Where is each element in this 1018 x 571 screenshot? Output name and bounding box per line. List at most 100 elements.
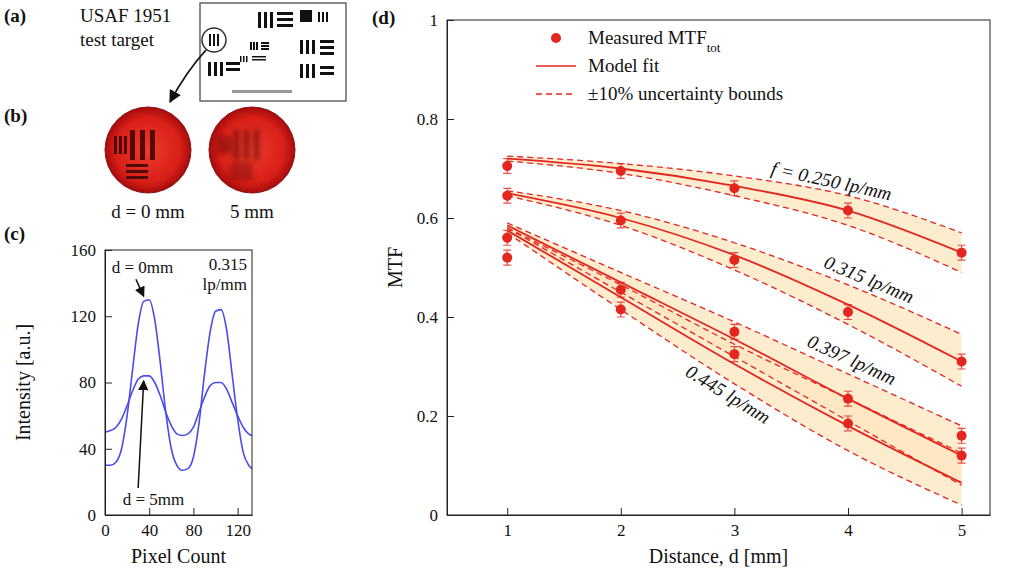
tick-label: 0 [88, 506, 97, 525]
target-bar [320, 72, 334, 75]
tick-mark [105, 449, 112, 450]
target-bar [300, 40, 303, 54]
text-line: 0.315 [209, 255, 247, 274]
target-bar [300, 10, 312, 22]
tick-mark [447, 416, 454, 417]
target-bar [253, 42, 255, 50]
test-target [200, 3, 346, 101]
tick: 80 [79, 373, 112, 392]
plot-frame [105, 250, 252, 515]
tick: 0.8 [417, 110, 454, 129]
tick-label: 0 [430, 506, 439, 525]
target-bar [312, 64, 315, 78]
tick-mark [848, 508, 849, 515]
target-bar [213, 34, 215, 46]
tick-mark [105, 515, 112, 516]
measured-point [616, 305, 626, 315]
uncertainty-band [507, 228, 961, 505]
target-bar [320, 40, 334, 43]
image-bar [230, 176, 252, 179]
tick-label: 1 [430, 11, 439, 30]
tick-label: 80 [185, 521, 202, 540]
target-bar [226, 68, 240, 71]
tick-label: 160 [71, 241, 97, 260]
target-bar [320, 46, 334, 49]
image-bars [114, 130, 155, 179]
panel-label: (d) [372, 7, 395, 29]
fit-line [507, 230, 961, 482]
tick-mark [447, 515, 454, 516]
image-bar [150, 130, 155, 160]
tick: 4 [844, 508, 853, 540]
tick: 0 [88, 506, 113, 525]
bound-line [507, 233, 961, 505]
target-bar [318, 12, 320, 22]
tick-label: 0.6 [417, 209, 438, 228]
target-bar [264, 12, 267, 28]
intensity-line [105, 300, 252, 471]
image-bar [228, 136, 231, 154]
y-axis: 04080120160 [71, 241, 113, 525]
legend: Measured MTFtotModel fit±10% uncertainty… [536, 27, 783, 104]
target-zoom-ring [202, 28, 226, 52]
tick-mark [621, 508, 622, 515]
series-label: d = 5mm [123, 490, 185, 509]
image-bar [130, 130, 135, 160]
measured-point [502, 161, 512, 171]
annotation: 0.315lp/mm [203, 255, 247, 294]
target-bar [246, 56, 248, 62]
tick-mark [447, 20, 454, 21]
image-bar [126, 176, 148, 179]
target-bar [217, 34, 219, 46]
target-bar [252, 59, 266, 61]
tick-label: 1 [503, 521, 512, 540]
target-bar [243, 56, 245, 62]
tick-mark [962, 508, 963, 515]
x-axis: 12345 [448, 508, 991, 540]
target-print [232, 90, 292, 93]
target-bar [220, 62, 223, 76]
tick: 0.4 [417, 308, 454, 327]
error-bar [617, 282, 625, 297]
target-bar [306, 40, 309, 54]
image-bar [230, 170, 252, 173]
measured-point [502, 233, 512, 243]
tick-mark [447, 317, 454, 318]
tick: 120 [71, 307, 113, 326]
tick-label: 120 [71, 307, 97, 326]
error-bar [958, 245, 966, 260]
label-arrow [136, 279, 144, 296]
bound-line [507, 161, 961, 272]
plot-area [502, 156, 966, 505]
bound-line [507, 156, 961, 233]
bound-line [507, 228, 961, 485]
tick-label: 40 [141, 521, 158, 540]
frequency-label: f = 0.250 lp/mm [769, 157, 893, 204]
tick-label: 5 [958, 521, 967, 540]
error-bar [730, 181, 738, 196]
tick: 80 [185, 508, 202, 540]
tick-label: 2 [617, 521, 626, 540]
target-bar [312, 40, 315, 54]
measured-point [843, 206, 853, 216]
target-bar [320, 66, 334, 69]
measured-point [729, 255, 739, 265]
tick-label: 120 [225, 521, 251, 540]
target-bar [326, 12, 328, 22]
tick-mark [193, 508, 194, 515]
legend-marker [551, 33, 561, 43]
axis-line [447, 21, 448, 516]
target-bar [226, 62, 240, 65]
image-bar [126, 170, 148, 173]
tick: 160 [71, 241, 113, 260]
target-bar [277, 12, 293, 15]
frequency-label: 0.397 lp/mm [804, 330, 899, 389]
axis-line [106, 515, 253, 516]
fit-line [507, 193, 961, 361]
legend-line [536, 65, 576, 67]
tick: 2 [617, 508, 626, 540]
plot-background [105, 250, 252, 515]
image-bars [218, 130, 259, 179]
tick: 5 [958, 508, 967, 540]
target-bar [209, 34, 211, 46]
